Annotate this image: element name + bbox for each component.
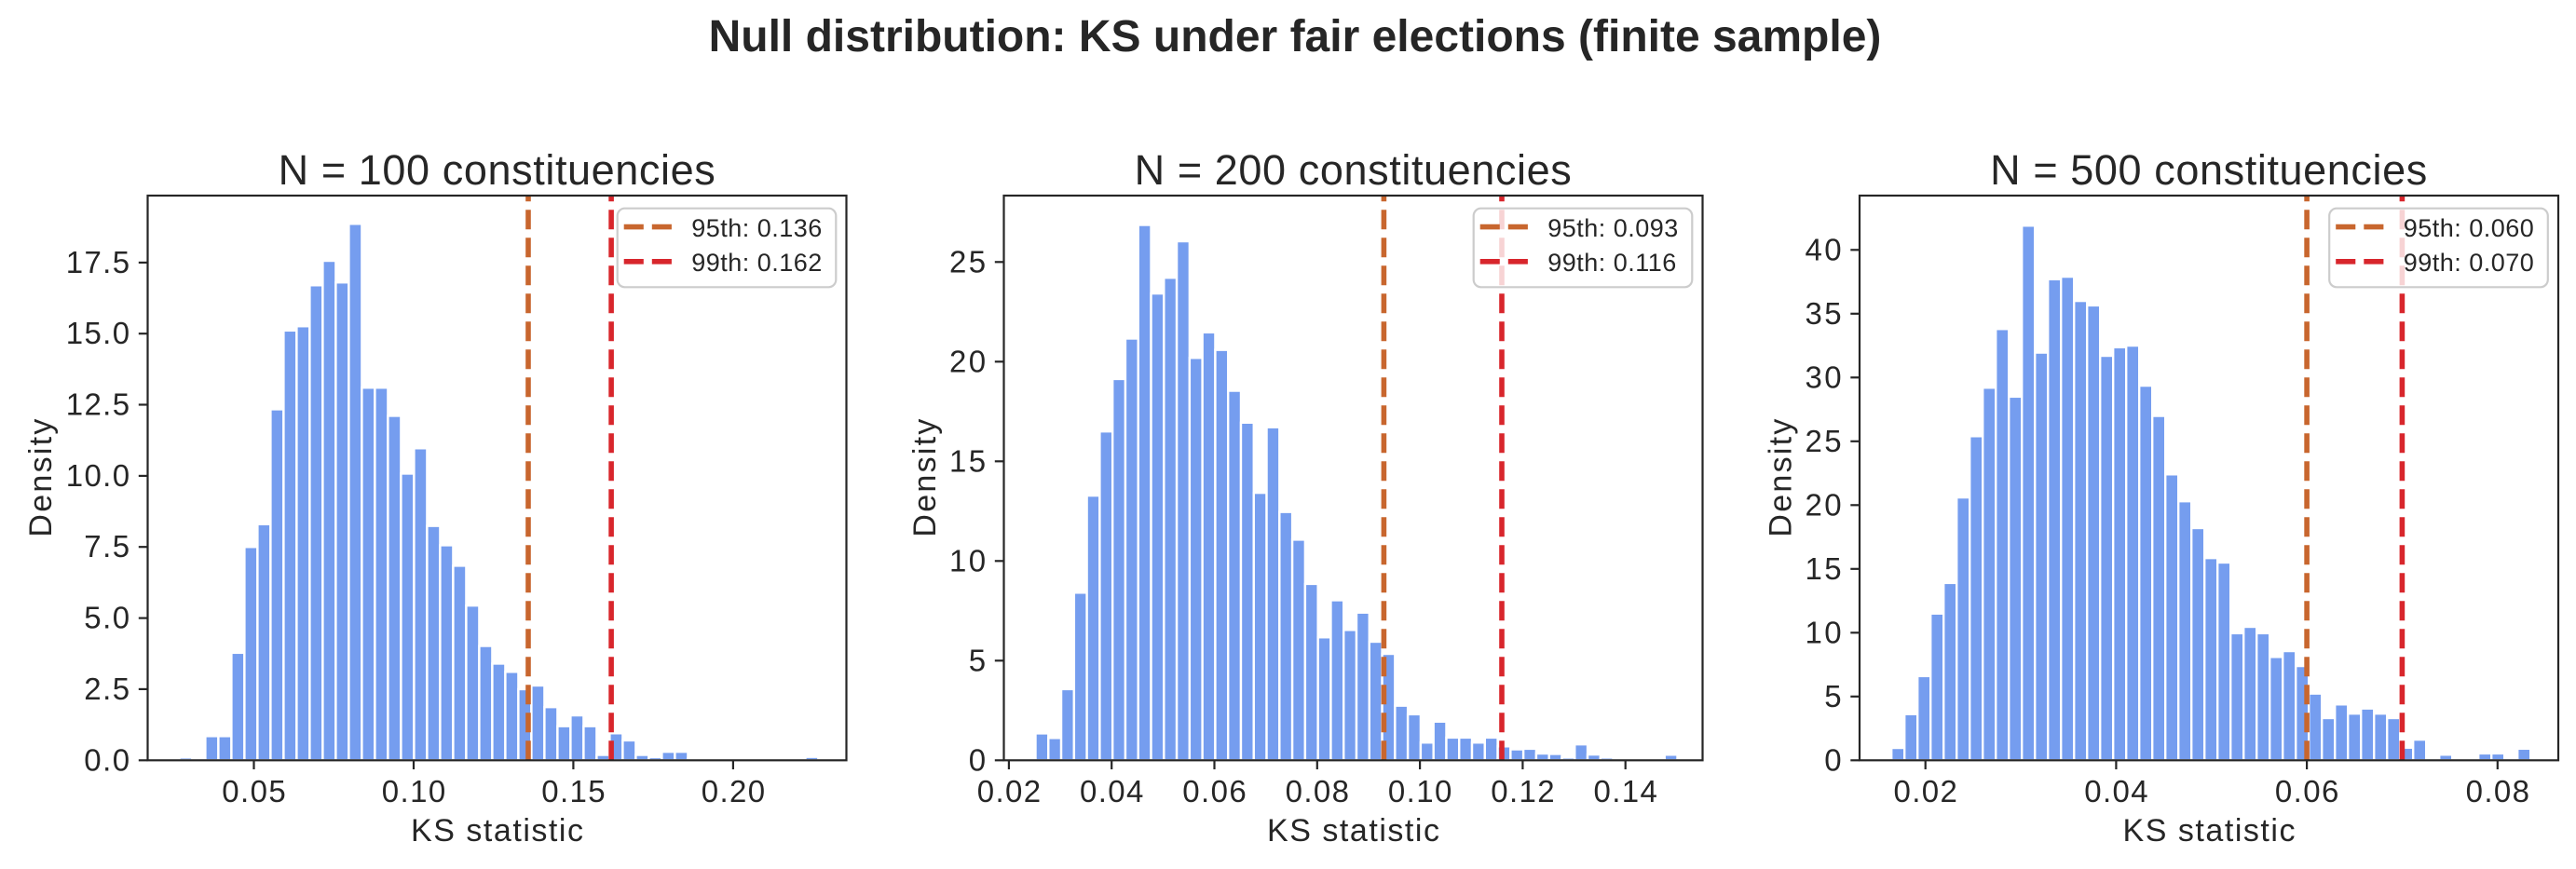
svg-text:0.15: 0.15 — [541, 774, 605, 808]
svg-text:0.06: 0.06 — [1182, 774, 1246, 808]
svg-text:0.08: 0.08 — [1286, 774, 1349, 808]
svg-text:Density: Density — [1764, 419, 1799, 537]
svg-text:0.06: 0.06 — [2275, 774, 2338, 808]
svg-text:0.10: 0.10 — [382, 774, 445, 808]
svg-text:95th: 0.093: 95th: 0.093 — [1547, 214, 1679, 242]
svg-text:7.5: 7.5 — [84, 529, 129, 563]
svg-text:N = 200 constituencies: N = 200 constituencies — [1135, 146, 1573, 194]
svg-text:Null distribution: KS under fa: Null distribution: KS under fair electio… — [709, 12, 1882, 61]
svg-text:0.04: 0.04 — [1080, 774, 1143, 808]
svg-text:0.05: 0.05 — [222, 774, 285, 808]
svg-text:KS statistic: KS statistic — [2123, 813, 2296, 849]
svg-text:5.0: 5.0 — [84, 601, 129, 635]
svg-text:0.02: 0.02 — [1894, 774, 1957, 808]
svg-text:95th: 0.060: 95th: 0.060 — [2404, 214, 2535, 242]
svg-text:15.0: 15.0 — [66, 316, 129, 350]
svg-text:95th: 0.136: 95th: 0.136 — [691, 214, 823, 242]
svg-text:Density: Density — [907, 419, 943, 537]
svg-text:0.10: 0.10 — [1388, 774, 1452, 808]
svg-text:N = 500 constituencies: N = 500 constituencies — [1990, 146, 2428, 194]
svg-text:0: 0 — [969, 742, 986, 777]
svg-text:0.0: 0.0 — [84, 742, 129, 777]
svg-text:17.5: 17.5 — [66, 245, 129, 279]
svg-text:0.08: 0.08 — [2466, 774, 2529, 808]
svg-text:KS statistic: KS statistic — [1267, 813, 1439, 849]
svg-text:5: 5 — [1824, 679, 1841, 713]
svg-text:12.5: 12.5 — [66, 387, 129, 422]
svg-text:0: 0 — [1824, 742, 1841, 777]
svg-text:0.20: 0.20 — [702, 774, 765, 808]
svg-text:0.04: 0.04 — [2084, 774, 2147, 808]
svg-text:0.12: 0.12 — [1491, 774, 1554, 808]
svg-text:Density: Density — [23, 419, 59, 537]
svg-text:N = 100 constituencies: N = 100 constituencies — [279, 146, 716, 194]
svg-text:0.02: 0.02 — [977, 774, 1041, 808]
svg-text:5: 5 — [969, 643, 986, 677]
svg-text:2.5: 2.5 — [84, 672, 129, 706]
svg-text:KS statistic: KS statistic — [411, 813, 583, 849]
svg-text:0.14: 0.14 — [1594, 774, 1657, 808]
svg-text:99th: 0.162: 99th: 0.162 — [691, 249, 823, 277]
svg-text:99th: 0.070: 99th: 0.070 — [2404, 249, 2535, 277]
svg-text:10.0: 10.0 — [66, 458, 129, 493]
svg-text:99th: 0.116: 99th: 0.116 — [1547, 249, 1677, 277]
